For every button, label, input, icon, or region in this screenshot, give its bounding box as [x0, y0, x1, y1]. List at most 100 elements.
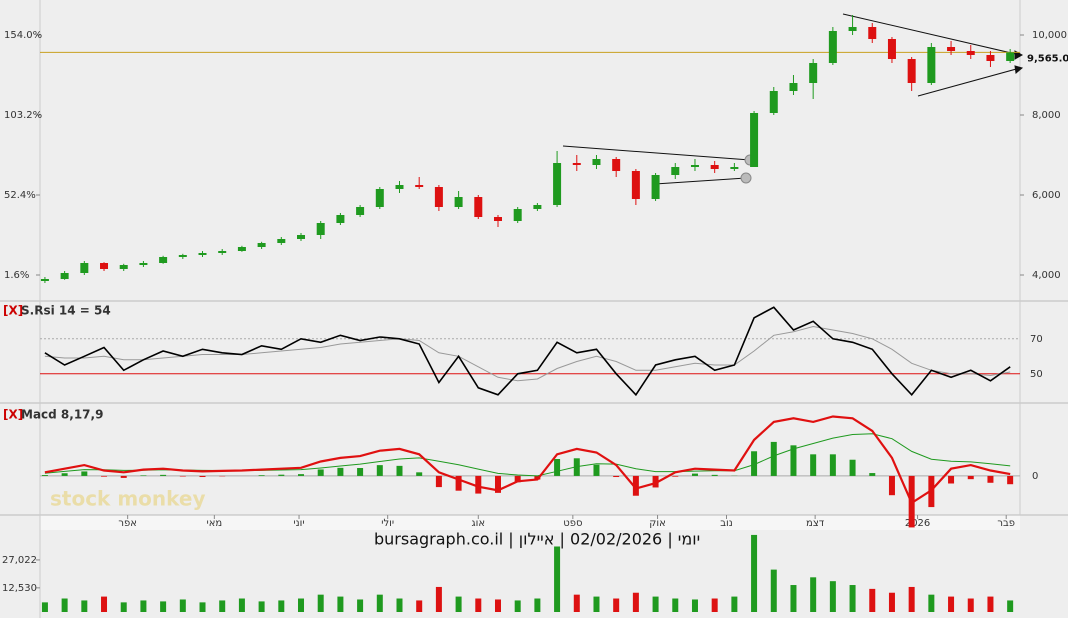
macd-histogram — [120, 475, 127, 478]
trendline — [562, 145, 751, 161]
candle-body — [316, 223, 325, 235]
macd-title: Macd 8,17,9 — [21, 408, 103, 422]
macd-histogram — [101, 475, 108, 477]
candle-body — [947, 47, 956, 51]
macd-histogram — [711, 474, 718, 476]
candle-body — [533, 205, 542, 209]
x-tick-label: אוג — [472, 518, 486, 529]
x-tick-label: נוב — [720, 518, 733, 529]
macd-histogram — [770, 441, 777, 476]
candle-body — [454, 197, 463, 207]
volume-bar — [179, 599, 186, 612]
candle-body — [80, 263, 89, 273]
volume-bar — [652, 596, 659, 612]
macd-histogram — [514, 475, 521, 483]
macd-histogram — [672, 475, 679, 477]
volume-bar — [317, 594, 324, 612]
macd-histogram — [396, 465, 403, 476]
volume-bar — [1007, 600, 1014, 612]
y-tick-label: 4,000 — [1032, 270, 1061, 281]
volume-bar — [416, 600, 423, 612]
volume-tick-label: 27,022 — [2, 555, 37, 566]
macd-histogram — [376, 465, 383, 476]
candle-body — [966, 51, 975, 55]
macd-histogram — [298, 474, 305, 476]
volume-tick-label: 12,530 — [2, 583, 37, 594]
x-tick-label: יולי — [381, 518, 394, 529]
volume-bar — [357, 599, 364, 612]
volume-bar — [337, 596, 344, 612]
candle-body — [159, 257, 168, 263]
candle-body — [100, 263, 109, 269]
volume-bar — [711, 598, 718, 612]
volume-bar — [554, 546, 561, 612]
candle-body — [828, 31, 837, 63]
macd-histogram — [455, 475, 462, 491]
candle-body — [277, 239, 286, 243]
volume-bar — [790, 585, 797, 612]
candle-body — [553, 163, 562, 205]
volume-bar — [829, 581, 836, 612]
macd-histogram — [41, 475, 48, 476]
candle-body — [1006, 52, 1015, 61]
candle-body — [690, 165, 699, 167]
macd-tick-label: 0 — [1032, 471, 1038, 482]
candle-body — [178, 255, 187, 257]
volume-bar — [593, 596, 600, 612]
macd-histogram — [691, 473, 698, 476]
macd-histogram — [278, 474, 285, 476]
volume-bar — [435, 586, 442, 612]
candle-body — [651, 175, 660, 199]
x-tick-label: מאי — [206, 518, 222, 529]
volume-bar — [514, 600, 521, 612]
macd-marker: [X] — [3, 408, 23, 422]
candle-body — [671, 167, 680, 175]
volume-bar — [61, 598, 68, 612]
rsi-line — [44, 306, 1011, 397]
candle-body — [769, 91, 778, 113]
macd-histogram — [317, 469, 324, 476]
macd-histogram — [494, 475, 501, 493]
candle-body — [493, 217, 502, 221]
macd-histogram — [416, 472, 423, 476]
macd-histogram — [869, 473, 876, 476]
trendline — [842, 13, 1021, 56]
rsi-title: S.Rsi 14 = 54 — [21, 304, 111, 318]
candle-body — [887, 39, 896, 59]
candle-body — [513, 209, 522, 221]
macd-histogram — [140, 475, 147, 476]
candle-body — [60, 273, 69, 279]
volume-bar — [613, 598, 620, 612]
volume-bar — [691, 599, 698, 612]
candle-body — [139, 263, 148, 265]
arrow — [1014, 50, 1024, 60]
volume-bar — [672, 598, 679, 612]
x-tick-label: אפר — [118, 518, 137, 529]
candle-body — [572, 163, 581, 165]
candle-body — [848, 27, 857, 31]
volume-bar — [494, 599, 501, 612]
date-strip — [40, 515, 1020, 530]
macd-histogram — [632, 475, 639, 496]
last-price-label: 9,565.00 — [1027, 53, 1068, 64]
macd-histogram — [751, 451, 758, 476]
candle-body — [336, 215, 345, 223]
macd-histogram — [593, 464, 600, 476]
macd-histogram — [160, 474, 167, 476]
candle-body — [868, 27, 877, 39]
macd-histogram — [790, 445, 797, 476]
volume-bar — [455, 596, 462, 612]
candle-body — [986, 55, 995, 61]
macd-histogram — [810, 454, 817, 476]
macd-histogram — [199, 475, 206, 478]
candle-body — [710, 165, 719, 169]
y2-tick-label: 52.4% — [4, 190, 36, 201]
candle-body — [434, 187, 443, 207]
volume-bar — [573, 594, 580, 612]
x-tick-label: אוק — [649, 518, 666, 529]
x-tick-label: פבר — [997, 518, 1015, 529]
volume-bar — [849, 585, 856, 612]
volume-bar — [908, 586, 915, 612]
candle-body — [395, 185, 404, 189]
